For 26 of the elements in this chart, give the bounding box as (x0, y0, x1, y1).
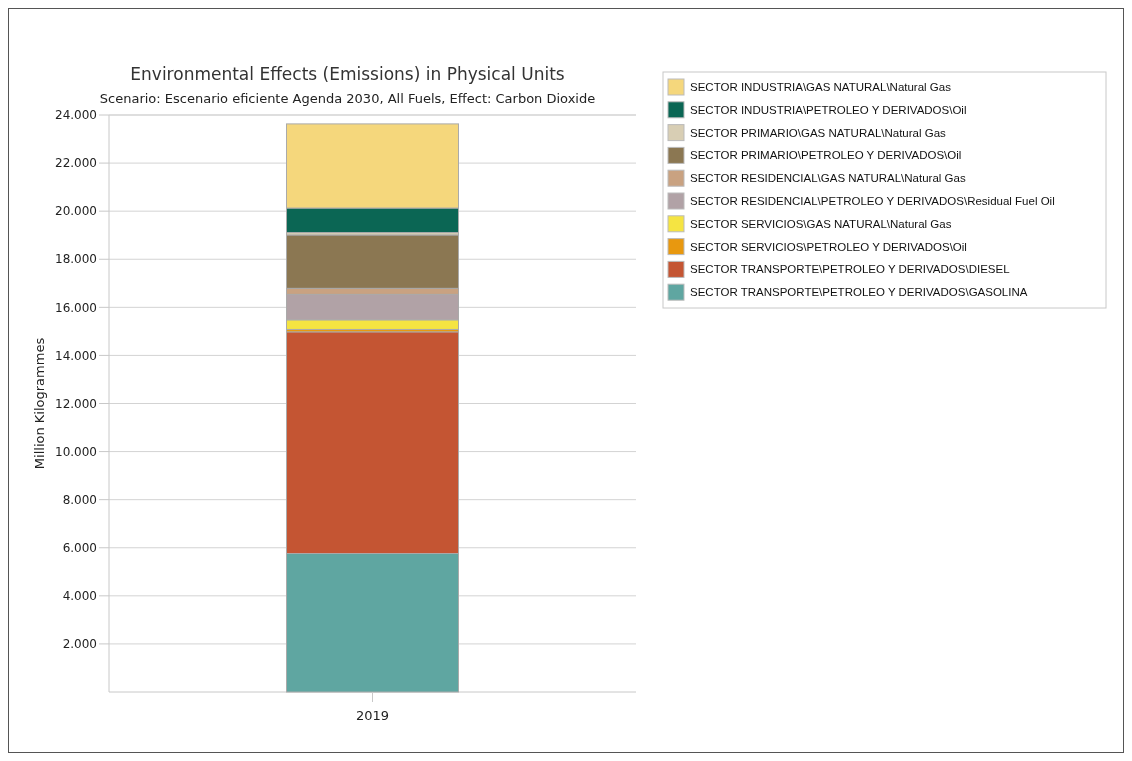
y-tick-label: 24.000 (55, 108, 97, 123)
y-tick-label: 10.000 (55, 444, 97, 459)
y-tick-label: 20.000 (55, 204, 97, 219)
y-tick-label: 6.000 (62, 540, 97, 555)
y-tick-label: 12.000 (55, 396, 97, 411)
legend-label: SECTOR SERVICIOS\GAS NATURAL\Natural Gas (690, 217, 952, 230)
legend-label: SECTOR RESIDENCIAL\GAS NATURAL\Natural Gas (690, 172, 966, 185)
y-tick-label: 18.000 (55, 252, 97, 267)
legend-label: SECTOR TRANSPORTE\PETROLEO Y DERIVADOS\DIESEL (690, 263, 1011, 276)
x-tick-label: 2019 (355, 708, 390, 723)
y-tick-label: 14.000 (55, 348, 97, 363)
legend-label: SECTOR PRIMARIO\PETROLEO Y DERIVADOS\Oil (690, 149, 962, 162)
legend-label: SECTOR TRANSPORTE\PETROLEO Y DERIVADOS\GASOLINA (690, 286, 1028, 299)
y-tick-label: 4.000 (62, 589, 97, 604)
y-tick-label: 16.000 (55, 300, 97, 315)
y-tick-label: 22.000 (55, 156, 97, 171)
y-tick-label: 2.000 (62, 637, 97, 652)
y-axis-title: Million Kilogrammes (32, 337, 47, 470)
chart-title: Environmental Effects (Emissions) in Physical Units (130, 64, 565, 84)
legend-label: SECTOR RESIDENCIAL\PETROLEO Y DERIVADOS\Residual Fuel Oil (690, 195, 1055, 208)
legend-label: SECTOR PRIMARIO\GAS NATURAL\Natural Gas (690, 126, 947, 139)
chart-subtitle: Scenario: Escenario eficiente Agenda 2030, All Fuels, Effect: Carbon Dioxide (99, 91, 596, 106)
legend-label: SECTOR SERVICIOS\PETROLEO Y DERIVADOS\Oil (690, 240, 967, 253)
legend-label: SECTOR INDUSTRIA\GAS NATURAL\Natural Gas (690, 81, 952, 94)
y-tick-label: 8.000 (62, 492, 97, 507)
legend-label: SECTOR INDUSTRIA\PETROLEO Y DERIVADOS\Oil (690, 103, 967, 116)
